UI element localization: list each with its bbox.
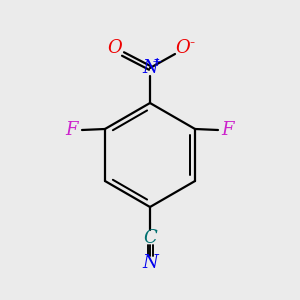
Text: -: -	[189, 36, 195, 50]
Text: O: O	[108, 39, 122, 57]
Text: +: +	[152, 56, 162, 68]
Text: C: C	[143, 229, 157, 247]
Text: F: F	[66, 121, 78, 139]
Text: N: N	[142, 254, 158, 272]
Text: F: F	[222, 121, 234, 139]
Text: O: O	[176, 39, 190, 57]
Text: N: N	[142, 59, 158, 77]
